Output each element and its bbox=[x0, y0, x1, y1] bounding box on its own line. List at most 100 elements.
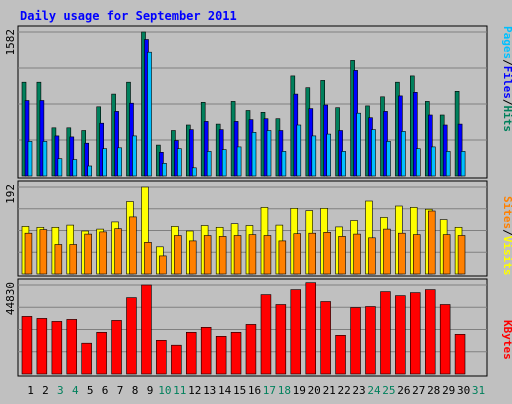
bar-kbytes-day-3 bbox=[51, 321, 63, 375]
x-tick-label: 29 bbox=[442, 384, 455, 397]
bar-sites-day-28 bbox=[427, 210, 436, 275]
kbytes-right-label: KBytes bbox=[501, 320, 512, 360]
x-tick-label: 6 bbox=[102, 384, 109, 397]
bar-sites-day-12 bbox=[189, 240, 197, 275]
bar-files-day-28 bbox=[427, 114, 433, 177]
x-tick-label: 11 bbox=[173, 384, 186, 397]
x-tick-label: 31 bbox=[472, 384, 485, 397]
bar-sites-day-17 bbox=[263, 235, 272, 275]
right-label-part: Files bbox=[501, 66, 512, 99]
bar-pages-day-7 bbox=[117, 147, 122, 177]
bar-kbytes-day-11 bbox=[171, 344, 182, 375]
x-tick-label: 20 bbox=[308, 384, 321, 397]
bar-sites-day-4 bbox=[69, 244, 78, 275]
bar-files-day-3 bbox=[54, 135, 60, 177]
bar-pages-day-17 bbox=[266, 130, 272, 177]
bar-sites-day-18 bbox=[278, 240, 287, 275]
visitors-right-label: Sites/Visits bbox=[501, 196, 512, 276]
bar-kbytes-day-15 bbox=[230, 331, 242, 375]
bar-pages-day-6 bbox=[102, 148, 107, 177]
bar-sites-day-9 bbox=[144, 242, 152, 275]
bar-sites-day-13 bbox=[203, 235, 212, 275]
bar-pages-day-2 bbox=[42, 141, 48, 177]
x-tick-label: 10 bbox=[158, 384, 171, 397]
bar-kbytes-day-10 bbox=[156, 339, 167, 375]
bar-kbytes-day-12 bbox=[186, 331, 197, 375]
bar-sites-day-5 bbox=[84, 233, 92, 275]
bar-pages-day-4 bbox=[72, 159, 78, 177]
bar-kbytes-day-24 bbox=[365, 306, 376, 375]
bar-kbytes-day-23 bbox=[350, 307, 361, 375]
bar-sites-day-3 bbox=[54, 244, 63, 275]
traffic-series-pages bbox=[27, 51, 466, 177]
bar-files-day-13 bbox=[203, 121, 209, 177]
bar-sites-day-21 bbox=[323, 232, 331, 275]
bar-kbytes-day-9 bbox=[141, 284, 152, 375]
bar-pages-day-19 bbox=[296, 124, 302, 177]
bar-pages-day-12 bbox=[192, 167, 197, 177]
visitors-ymax-label: 192 bbox=[4, 184, 17, 204]
bar-sites-day-15 bbox=[233, 235, 242, 275]
bar-kbytes-day-8 bbox=[126, 297, 137, 375]
bar-pages-day-29 bbox=[445, 151, 451, 177]
bar-sites-day-16 bbox=[248, 234, 257, 275]
right-label-part: / bbox=[501, 59, 512, 66]
bar-pages-day-13 bbox=[206, 151, 212, 177]
visitors-series-sites bbox=[24, 210, 466, 275]
x-axis-labels: 1 2 3 4 5 6 7 8 9 10 11 12 13 14 15 16 17 18 19 20 21 22 23 24 2… bbox=[27, 384, 485, 397]
right-label-part: / bbox=[501, 229, 512, 236]
x-tick-label: 28 bbox=[427, 384, 440, 397]
right-label-part: Hits bbox=[501, 106, 512, 133]
bar-sites-day-29 bbox=[442, 234, 451, 275]
bar-pages-day-30 bbox=[460, 151, 466, 177]
bar-sites-day-7 bbox=[114, 228, 122, 275]
bar-pages-day-24 bbox=[371, 129, 376, 177]
bar-kbytes-day-18 bbox=[275, 304, 287, 375]
bar-sites-day-25 bbox=[383, 228, 391, 275]
bar-sites-day-23 bbox=[353, 233, 361, 275]
bar-kbytes-day-19 bbox=[290, 289, 301, 375]
x-tick-label: 19 bbox=[293, 384, 306, 397]
bar-sites-day-19 bbox=[293, 233, 301, 275]
x-tick-label: 23 bbox=[352, 384, 365, 397]
chart-panels: 1582 192 44830 bbox=[4, 25, 488, 377]
bar-kbytes-day-1 bbox=[21, 316, 33, 375]
x-tick-label: 2 bbox=[42, 384, 49, 397]
bar-sites-day-30 bbox=[457, 235, 466, 275]
bar-pages-day-21 bbox=[326, 133, 332, 177]
bar-kbytes-day-20 bbox=[305, 282, 316, 375]
bar-files-day-2 bbox=[39, 100, 45, 177]
bar-files-day-5 bbox=[84, 142, 89, 177]
bar-sites-day-27 bbox=[412, 234, 421, 275]
bar-pages-day-1 bbox=[27, 141, 33, 177]
bar-pages-day-9 bbox=[147, 51, 152, 177]
x-tick-label: 27 bbox=[412, 384, 425, 397]
bar-kbytes-day-30 bbox=[454, 333, 466, 375]
right-label-part: / bbox=[501, 99, 512, 106]
bar-kbytes-day-17 bbox=[260, 294, 272, 375]
bar-pages-day-25 bbox=[386, 141, 391, 177]
kbytes-series-kbytes bbox=[21, 282, 466, 375]
bar-kbytes-day-27 bbox=[409, 292, 421, 375]
x-tick-label: 24 bbox=[367, 384, 381, 397]
x-tick-label: 14 bbox=[218, 384, 232, 397]
bar-sites-day-24 bbox=[368, 237, 376, 275]
x-tick-label: 8 bbox=[132, 384, 139, 397]
x-tick-label: 7 bbox=[117, 384, 124, 397]
x-tick-label: 18 bbox=[278, 384, 291, 397]
traffic-right-label: Pages/Files/Hits bbox=[501, 26, 512, 132]
bar-files-day-12 bbox=[189, 129, 194, 177]
bar-pages-day-18 bbox=[281, 151, 287, 177]
bar-sites-day-8 bbox=[129, 216, 137, 275]
x-tick-label: 26 bbox=[397, 384, 410, 397]
bar-kbytes-day-2 bbox=[36, 318, 48, 375]
bar-kbytes-day-13 bbox=[200, 326, 212, 375]
bar-pages-day-8 bbox=[132, 135, 137, 177]
bar-sites-day-10 bbox=[159, 255, 167, 275]
x-tick-label: 12 bbox=[188, 384, 201, 397]
bar-kbytes-day-6 bbox=[96, 331, 107, 375]
right-label-part: Pages bbox=[501, 26, 512, 59]
bar-kbytes-day-14 bbox=[215, 335, 227, 375]
x-tick-label: 21 bbox=[323, 384, 336, 397]
bar-files-day-30 bbox=[457, 123, 463, 177]
